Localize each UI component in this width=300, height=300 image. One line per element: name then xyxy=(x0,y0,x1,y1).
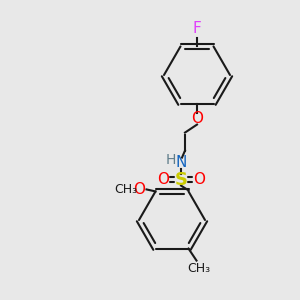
Text: N: N xyxy=(175,155,187,170)
Text: O: O xyxy=(157,172,169,187)
Text: CH₃: CH₃ xyxy=(114,183,137,196)
Text: O: O xyxy=(134,182,146,197)
Text: F: F xyxy=(193,21,201,36)
Text: CH₃: CH₃ xyxy=(187,262,210,275)
Text: S: S xyxy=(175,171,188,189)
Text: O: O xyxy=(193,172,205,187)
Text: O: O xyxy=(191,111,203,126)
Text: H: H xyxy=(166,153,176,166)
